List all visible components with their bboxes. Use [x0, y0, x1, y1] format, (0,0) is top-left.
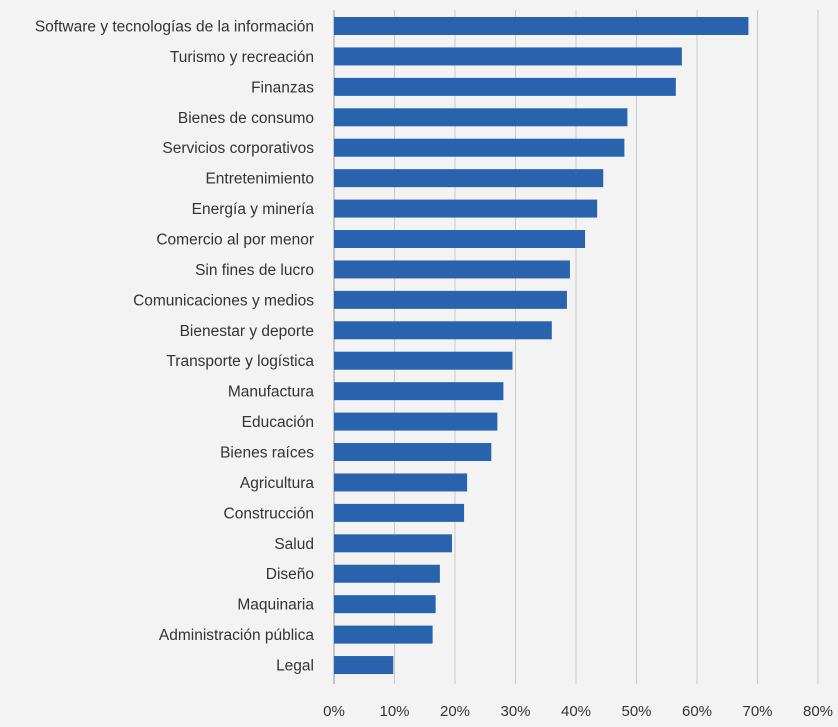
category-label: Legal [276, 658, 314, 675]
category-label: Diseño [266, 566, 314, 583]
category-label: Bienes de consumo [178, 110, 314, 127]
bar [334, 199, 598, 218]
bar [334, 534, 452, 553]
x-tick-label: 40% [561, 703, 591, 720]
category-labels: Software y tecnologías de la información… [35, 19, 315, 675]
bar [334, 290, 567, 309]
x-tick-label: 10% [379, 703, 409, 720]
bar [334, 260, 570, 279]
x-tick-labels: 0% 10% 20% 30% 40% 50% 60% 70% 80% [323, 703, 833, 720]
x-tick-label: 50% [621, 703, 651, 720]
category-label: Servicios corporativos [162, 140, 314, 157]
bar [334, 108, 628, 127]
category-label: Educación [242, 414, 314, 431]
x-tick-label: 0% [323, 703, 345, 720]
x-tick-label: 60% [682, 703, 712, 720]
category-label: Comercio al por menor [156, 232, 314, 249]
category-label: Sin fines de lucro [195, 262, 314, 279]
x-tick-label: 80% [803, 703, 833, 720]
bar [334, 503, 465, 522]
category-label: Administración pública [159, 627, 314, 644]
category-label: Comunicaciones y medios [133, 292, 314, 309]
category-label: Maquinaria [237, 597, 314, 614]
category-label: Salud [274, 536, 314, 553]
x-tick-label: 70% [742, 703, 772, 720]
bar [334, 443, 492, 462]
x-tick-label: 30% [500, 703, 530, 720]
category-label: Bienes raíces [220, 445, 314, 462]
bar [334, 77, 676, 96]
bar [334, 138, 625, 157]
category-label: Bienestar y deporte [180, 323, 314, 340]
category-label: Energía y minería [192, 201, 315, 218]
category-label: Software y tecnologías de la información [35, 19, 314, 36]
bar [334, 382, 504, 401]
bar [334, 169, 604, 188]
x-tick-label: 20% [440, 703, 470, 720]
category-label: Finanzas [251, 79, 314, 96]
category-label: Agricultura [240, 475, 314, 492]
bar [334, 595, 436, 614]
category-label: Entretenimiento [205, 171, 314, 188]
bar [334, 473, 468, 492]
bar [334, 351, 513, 370]
category-label: Manufactura [228, 384, 315, 401]
bar [334, 656, 394, 675]
category-label: Construcción [224, 505, 314, 522]
bar [334, 230, 586, 249]
category-label: Turismo y recreación [170, 49, 314, 66]
category-label: Transporte y logística [166, 353, 314, 370]
bar [334, 17, 749, 35]
bar [334, 564, 440, 583]
bar [334, 47, 682, 66]
bars [334, 17, 749, 675]
bar [334, 625, 433, 644]
bar [334, 321, 552, 340]
bar [334, 412, 498, 431]
